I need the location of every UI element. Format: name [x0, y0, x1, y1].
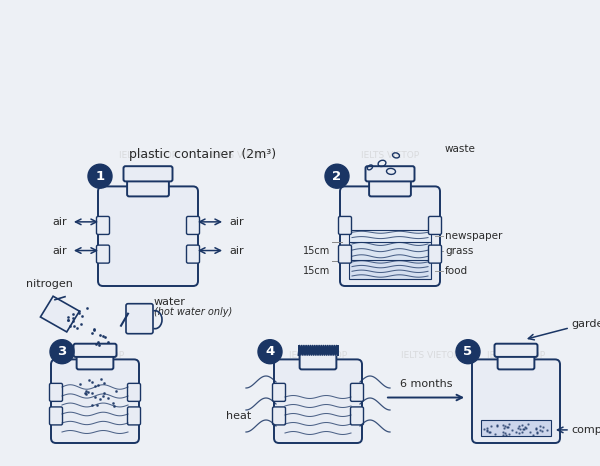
Text: 2: 2 — [332, 170, 341, 183]
Text: 6 months: 6 months — [400, 378, 452, 389]
FancyBboxPatch shape — [187, 245, 199, 263]
Text: (hot water only): (hot water only) — [154, 307, 232, 317]
Text: IELTS VIETOP: IELTS VIETOP — [66, 351, 124, 361]
Text: 1: 1 — [95, 170, 104, 183]
FancyBboxPatch shape — [272, 384, 286, 401]
FancyBboxPatch shape — [365, 166, 415, 181]
Text: plastic container  (2m³): plastic container (2m³) — [130, 148, 277, 161]
FancyBboxPatch shape — [49, 407, 62, 425]
FancyBboxPatch shape — [74, 344, 116, 357]
Bar — [481, 420, 551, 436]
FancyBboxPatch shape — [187, 216, 199, 234]
FancyBboxPatch shape — [127, 173, 169, 196]
FancyBboxPatch shape — [428, 245, 442, 263]
FancyBboxPatch shape — [338, 216, 352, 234]
Circle shape — [325, 164, 349, 188]
Text: air: air — [229, 246, 244, 255]
FancyBboxPatch shape — [97, 245, 110, 263]
Text: compost: compost — [571, 425, 600, 435]
FancyBboxPatch shape — [272, 407, 286, 425]
FancyBboxPatch shape — [472, 359, 560, 443]
Text: garden: garden — [571, 319, 600, 329]
Text: IELTS VIETOP: IELTS VIETOP — [119, 151, 177, 160]
Circle shape — [50, 340, 74, 363]
Text: waste: waste — [445, 144, 476, 154]
Text: 5: 5 — [463, 345, 473, 358]
Bar — [349, 259, 431, 279]
FancyBboxPatch shape — [428, 216, 442, 234]
Text: newspaper: newspaper — [445, 231, 502, 241]
FancyBboxPatch shape — [77, 349, 113, 370]
Text: grass: grass — [445, 247, 473, 256]
FancyBboxPatch shape — [350, 407, 364, 425]
Text: 15cm: 15cm — [303, 247, 330, 256]
FancyBboxPatch shape — [338, 245, 352, 263]
FancyBboxPatch shape — [274, 359, 362, 443]
Polygon shape — [299, 346, 337, 355]
Polygon shape — [40, 296, 79, 332]
Text: 3: 3 — [58, 345, 67, 358]
Text: nitrogen: nitrogen — [26, 279, 73, 289]
FancyBboxPatch shape — [124, 166, 173, 181]
FancyBboxPatch shape — [340, 186, 440, 286]
Text: IELTS VIETOP: IELTS VIETOP — [401, 351, 459, 361]
FancyBboxPatch shape — [299, 349, 337, 370]
Text: IELTS VIETOP: IELTS VIETOP — [361, 151, 419, 160]
Text: heat: heat — [226, 411, 251, 421]
Text: food: food — [445, 266, 468, 276]
FancyBboxPatch shape — [350, 384, 364, 401]
FancyBboxPatch shape — [126, 304, 153, 334]
Circle shape — [258, 340, 282, 363]
FancyBboxPatch shape — [49, 384, 62, 401]
FancyBboxPatch shape — [97, 216, 110, 234]
Bar — [349, 240, 431, 260]
FancyBboxPatch shape — [128, 384, 140, 401]
FancyBboxPatch shape — [369, 173, 411, 196]
Text: 15cm: 15cm — [303, 266, 330, 276]
Circle shape — [88, 164, 112, 188]
Text: air: air — [229, 217, 244, 227]
Bar — [349, 230, 431, 241]
FancyBboxPatch shape — [497, 349, 535, 370]
FancyBboxPatch shape — [128, 407, 140, 425]
Text: IELTS VIETOP: IELTS VIETOP — [289, 351, 347, 361]
Circle shape — [456, 340, 480, 363]
Text: IELTS VIETOP: IELTS VIETOP — [487, 351, 545, 361]
Text: 4: 4 — [265, 345, 275, 358]
FancyBboxPatch shape — [494, 344, 538, 357]
Text: air: air — [52, 217, 67, 227]
FancyBboxPatch shape — [51, 359, 139, 443]
FancyBboxPatch shape — [98, 186, 198, 286]
Text: air: air — [52, 246, 67, 255]
Text: water: water — [154, 297, 186, 307]
Text: IELTS VIETOP: IELTS VIETOP — [211, 151, 269, 160]
